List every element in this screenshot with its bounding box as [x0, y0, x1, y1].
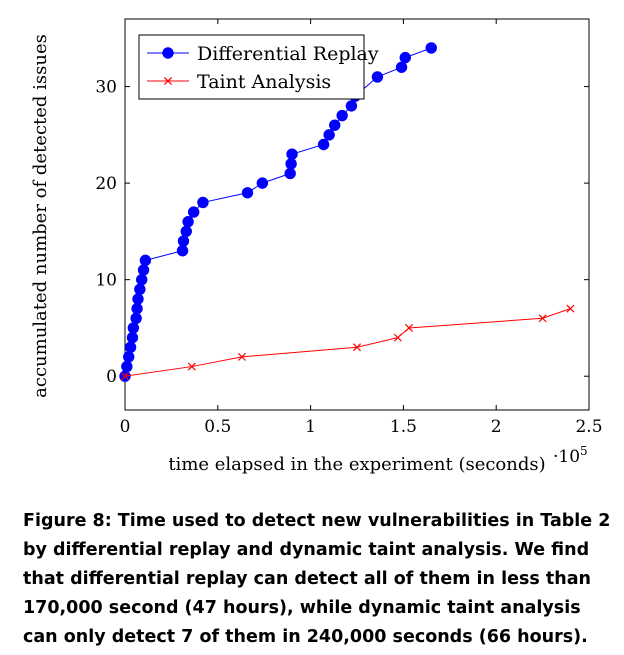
data-point-differential-replay: [180, 225, 192, 238]
x-tick-label: 0.5: [204, 417, 231, 437]
legend-label: Taint Analysis: [197, 71, 331, 93]
data-point-taint-analysis: [352, 343, 362, 352]
data-point-differential-replay: [425, 42, 437, 54]
data-point-differential-replay: [336, 109, 348, 122]
x-tick-label: 2: [491, 417, 502, 437]
y-axis-label: accumulated number of detected issues: [30, 34, 51, 398]
data-point-stroke: [163, 76, 173, 86]
x-tick-label: 1: [305, 417, 316, 437]
figure-caption: Figure 8: Time used to detect new vulner…: [23, 511, 611, 647]
data-point-differential-replay: [176, 245, 189, 257]
y-tick-label: 20: [95, 174, 117, 194]
data-point-differential-replay: [137, 264, 150, 276]
data-point-taint-analysis: [187, 362, 196, 371]
data-point-stroke: [404, 323, 413, 332]
data-point-differential-replay: [345, 100, 358, 112]
legend-box: [138, 34, 365, 100]
legend-swatch-marker: [163, 76, 173, 86]
data-point-taint-analysis: [393, 333, 402, 342]
data-point-differential-replay: [285, 158, 297, 170]
x-axis-scale-base: ·10: [553, 447, 580, 467]
data-point-taint-analysis: [538, 314, 547, 323]
data-point-differential-replay: [399, 51, 411, 64]
legend-entry-differential-replay: Differential Replay: [147, 43, 379, 65]
chart: 0 0.5 1 1.5 2 2.5 0 10 20 30 Differential Replay T…: [30, 18, 603, 475]
x-axis-scale-label: ·105: [553, 444, 588, 467]
chart-legend: Differential Replay Taint Analysis: [138, 34, 379, 100]
data-point-taint-analysis: [237, 352, 246, 361]
data-point-stroke: [566, 304, 575, 313]
data-point-differential-replay: [371, 71, 384, 83]
data-point-stroke: [237, 352, 246, 361]
data-point-differential-replay: [127, 322, 140, 334]
legend-swatch-marker: [162, 47, 174, 59]
data-point-differential-replay: [323, 129, 335, 141]
data-point-differential-replay: [132, 293, 144, 305]
data-point-differential-replay: [130, 312, 142, 324]
data-point-differential-replay: [177, 235, 190, 247]
legend-label: Differential Replay: [197, 43, 379, 65]
series-taint-analysis: [120, 304, 575, 381]
data-point-differential-replay: [136, 273, 148, 286]
data-point-differential-replay: [284, 167, 296, 180]
data-point-differential-replay: [187, 206, 200, 218]
plot-frame: [124, 18, 590, 411]
data-point-differential-replay: [182, 216, 194, 228]
data-point-differential-replay: [126, 331, 139, 344]
data-point-taint-analysis: [566, 304, 575, 313]
data-point-differential-replay: [286, 148, 298, 160]
x-axis-scale-exponent: 5: [580, 444, 588, 458]
data-point-differential-replay: [121, 360, 133, 373]
x-axis-label: time elapsed in the experiment (seconds): [168, 454, 545, 475]
y-tick-label: 30: [95, 78, 117, 98]
data-point-taint-analysis: [404, 323, 413, 332]
x-tick-label: 2.5: [575, 417, 602, 437]
data-point-differential-replay: [317, 138, 330, 151]
data-point-stroke: [538, 314, 547, 323]
y-tick-label: 0: [106, 367, 117, 387]
data-point-stroke: [393, 333, 402, 342]
chart-ticks: 0 0.5 1 1.5 2 2.5 0 10 20 30: [95, 19, 603, 437]
data-point-differential-replay: [241, 187, 254, 199]
data-point-differential-replay: [131, 302, 143, 315]
data-point-differential-replay: [123, 351, 135, 363]
data-point-stroke: [352, 343, 362, 352]
y-tick-label: 10: [95, 271, 117, 291]
data-point-differential-replay: [197, 196, 209, 209]
data-point-taint-analysis: [120, 372, 130, 381]
data-point-stroke: [120, 372, 130, 381]
data-point-differential-replay: [256, 177, 269, 189]
x-tick-label: 1.5: [390, 417, 417, 437]
data-point-differential-replay: [124, 341, 137, 353]
series-line-taint-analysis: [124, 308, 571, 377]
data-point-differential-replay: [329, 119, 341, 131]
data-point-differential-replay: [139, 254, 152, 267]
legend-entry-taint-analysis: Taint Analysis: [147, 71, 331, 93]
data-point-differential-replay: [134, 283, 146, 296]
x-tick-label: 0: [120, 417, 131, 437]
data-point-stroke: [187, 362, 196, 371]
chart-axes: [124, 18, 590, 411]
data-point-differential-replay: [395, 61, 408, 73]
